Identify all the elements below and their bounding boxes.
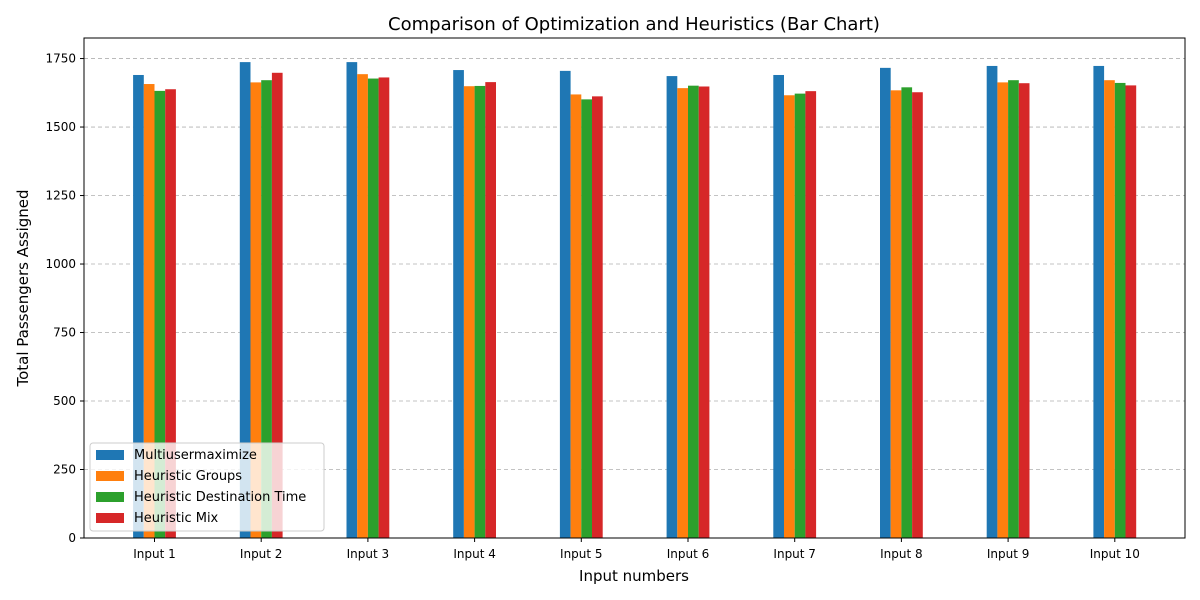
- bar: [239, 62, 251, 538]
- bar: [592, 96, 603, 538]
- y-tick-label: 250: [53, 463, 76, 477]
- legend-label: Multiusermaximize: [134, 448, 257, 463]
- chart-title: Comparison of Optimization and Heuristic…: [388, 14, 880, 35]
- x-tick-label: Input 1: [133, 547, 176, 561]
- y-axis: 0 250 500 750 1000 1250 1500 1750: [45, 52, 84, 545]
- bar: [559, 70, 571, 538]
- y-tick-label: 1000: [45, 257, 76, 271]
- x-tick-label: Input 3: [347, 547, 390, 561]
- bar: [143, 84, 155, 538]
- legend-label: Heuristic Groups: [134, 469, 242, 484]
- bar: [463, 86, 475, 538]
- bar: [1125, 85, 1137, 538]
- bar: [997, 82, 1009, 539]
- bar: [1093, 65, 1105, 539]
- legend-box: [89, 442, 325, 532]
- bar: [378, 77, 390, 538]
- x-axis: Input 1 Input 2 Input 3 Input 4 Input 5 Input…: [133, 538, 1140, 561]
- bar: [1018, 83, 1030, 539]
- legend-swatch: [96, 492, 124, 502]
- legend-label: Heuristic Mix: [134, 511, 219, 526]
- y-tick-label: 1750: [45, 52, 76, 66]
- bar: [698, 86, 710, 538]
- x-tick-label: Input 10: [1090, 547, 1140, 561]
- bar: [271, 72, 283, 538]
- x-tick-label: Input 4: [453, 547, 496, 561]
- bar: [133, 74, 144, 538]
- plot-frame: [83, 37, 1186, 539]
- y-tick-label: 750: [53, 326, 76, 340]
- bar: [784, 95, 795, 538]
- x-axis-label: Input numbers: [579, 567, 689, 585]
- bar: [890, 90, 902, 538]
- x-tick-label: Input 2: [240, 547, 283, 561]
- bars: [133, 62, 1137, 539]
- legend: Multiusermaximize Heuristic Groups Heurist…: [89, 442, 325, 532]
- legend-swatch: [96, 471, 124, 481]
- bar: [474, 85, 486, 539]
- bar: [1114, 82, 1126, 538]
- bar: [666, 76, 678, 539]
- bar: [250, 82, 262, 539]
- bar: [261, 80, 272, 539]
- bar: [688, 85, 699, 538]
- x-tick-label: Input 6: [667, 547, 710, 561]
- y-tick-label: 500: [53, 394, 76, 408]
- bar: [912, 92, 923, 538]
- bar: [485, 82, 496, 538]
- legend-swatch: [96, 513, 124, 523]
- bar: [570, 94, 582, 538]
- bar: [901, 87, 913, 539]
- bar: [1008, 80, 1019, 539]
- bar: [581, 99, 592, 538]
- bar: [773, 74, 784, 538]
- bar: [357, 74, 368, 539]
- bar: [165, 89, 176, 538]
- bar: [880, 67, 891, 539]
- bar: [154, 90, 166, 538]
- bar: [794, 93, 806, 538]
- x-tick-label: Input 7: [773, 547, 816, 561]
- bar: [986, 65, 998, 539]
- legend-swatch: [96, 450, 124, 460]
- bar: [453, 70, 464, 538]
- y-tick-label: 0: [68, 531, 76, 545]
- bar: [367, 78, 379, 538]
- bar: [805, 91, 817, 538]
- x-tick-label: Input 8: [880, 547, 923, 561]
- y-tick-label: 1500: [45, 120, 76, 134]
- bar: [1104, 80, 1115, 539]
- bar: [677, 88, 688, 538]
- bar: [346, 62, 358, 538]
- x-tick-label: Input 5: [560, 547, 603, 561]
- x-tick-label: Input 9: [987, 547, 1030, 561]
- y-tick-label: 1250: [45, 189, 76, 203]
- legend-label: Heuristic Destination Time: [134, 490, 306, 505]
- y-axis-label: Total Passengers Assigned: [14, 189, 32, 387]
